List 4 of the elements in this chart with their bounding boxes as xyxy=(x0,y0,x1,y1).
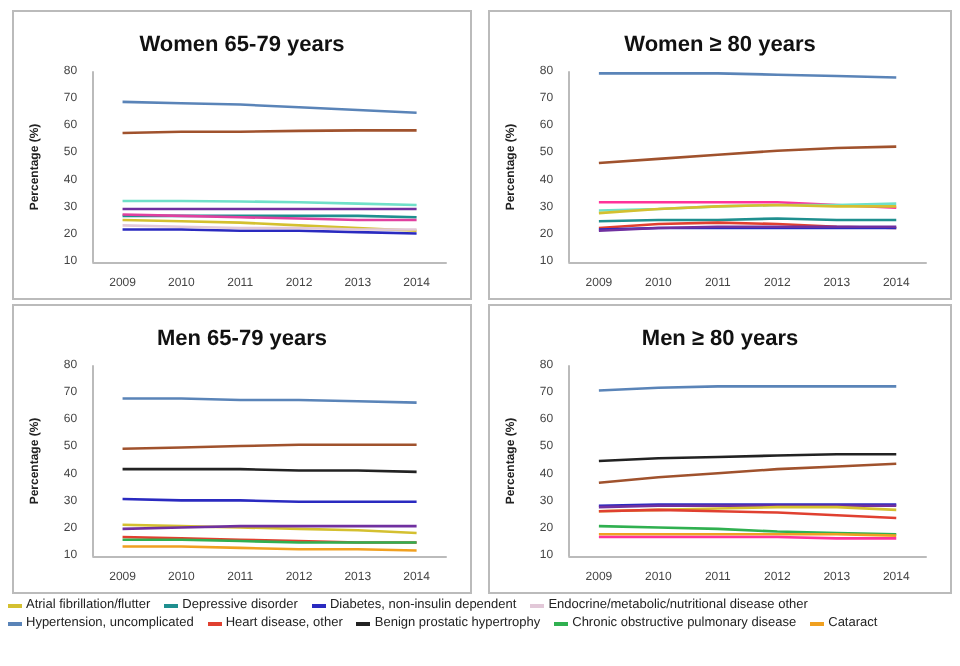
chart-title: Men ≥ 80 years xyxy=(641,327,799,351)
chart-title: Women 65-79 years xyxy=(139,33,345,57)
chart-title: Women ≥ 80 years xyxy=(624,33,816,57)
chart-title: Men 65-79 years xyxy=(157,327,327,351)
